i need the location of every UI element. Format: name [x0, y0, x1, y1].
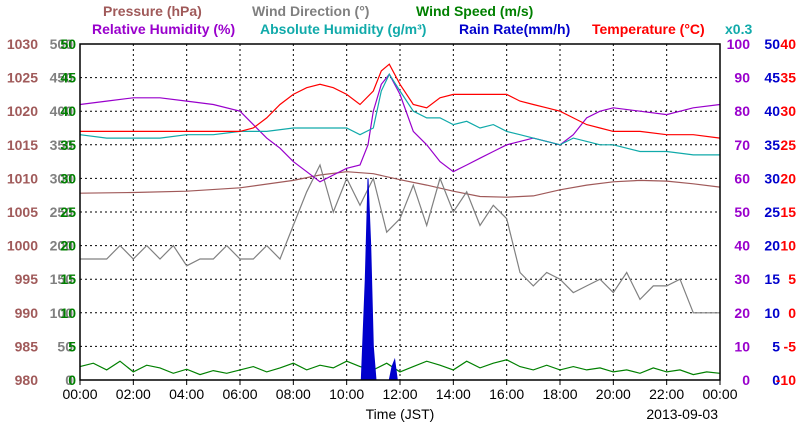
- y-tick-label: 400: [50, 103, 74, 119]
- y-tick-label: 70: [734, 137, 750, 153]
- y-tick-label: 0: [742, 372, 750, 388]
- y-tick-label: 15: [60, 271, 76, 287]
- y-tick-label: 0: [772, 372, 780, 388]
- y-axes: 9809859909951000100510101015102010251030…: [7, 36, 796, 388]
- y-tick-label: 250: [50, 204, 74, 220]
- y-tick-label: -10: [776, 372, 796, 388]
- y-tick-label: 50: [57, 338, 73, 354]
- series-temperature-c: [80, 63, 721, 139]
- series-relative-humidity: [79, 73, 721, 183]
- y-tick-label: 40: [764, 103, 780, 119]
- series-pressure-hpa: [79, 171, 721, 198]
- y-tick-label: 0: [68, 372, 76, 388]
- y-tick-label: 0: [65, 372, 73, 388]
- y-tick-label: 35: [780, 70, 796, 86]
- y-tick-label: 5: [788, 271, 796, 287]
- y-tick-label: 990: [15, 305, 39, 321]
- x-tick-label: 02:00: [116, 386, 151, 402]
- grid: [80, 44, 720, 380]
- y-tick-label: 300: [50, 170, 74, 186]
- x-axis-label: Time (JST): [366, 406, 435, 422]
- legend-relative-humidity: Relative Humidity (%): [92, 21, 235, 37]
- y-tick-label: -5: [784, 338, 797, 354]
- y-tick-label: 20: [764, 238, 780, 254]
- y-tick-label: 10: [734, 338, 750, 354]
- y-tick-label: 50: [60, 36, 76, 52]
- y-tick-label: 200: [50, 238, 74, 254]
- y-tick-label: 1010: [7, 170, 38, 186]
- series-wind-speed-m-s: [79, 359, 721, 376]
- y-tick-label: 980: [15, 372, 39, 388]
- y-tick-label: 1000: [7, 238, 38, 254]
- y-tick-label: 450: [50, 70, 74, 86]
- y-tick-label: 5: [68, 338, 76, 354]
- x-tick-label: 14:00: [436, 386, 471, 402]
- y-tick-label: 5: [772, 338, 780, 354]
- y-tick-label: 0: [788, 305, 796, 321]
- y-tick-label: 30: [734, 271, 750, 287]
- y-tick-label: 35: [60, 137, 76, 153]
- y-tick-label: 30: [60, 170, 76, 186]
- y-tick-label: 100: [50, 305, 74, 321]
- y-tick-label: 25: [764, 204, 780, 220]
- y-tick-label: 1030: [7, 36, 38, 52]
- y-tick-label: 45: [764, 70, 780, 86]
- y-tick-label: 985: [15, 338, 39, 354]
- y-tick-label: 15: [764, 271, 780, 287]
- y-tick-label: 350: [50, 137, 74, 153]
- x-tick-label: 20:00: [596, 386, 631, 402]
- y-tick-label: 25: [60, 204, 76, 220]
- series-wind-direction: [80, 163, 720, 314]
- y-tick-label: 1025: [7, 70, 38, 86]
- multiplier-note: x0.3: [725, 21, 752, 37]
- y-tick-label: 40: [780, 36, 796, 52]
- y-tick-label: 40: [60, 103, 76, 119]
- y-tick-label: 500: [50, 36, 74, 52]
- x-axis: 00:00 02:00 04:00 06:00 08:00 10:00 12:00 14:00…: [62, 380, 738, 402]
- x-tick-label: 00:00: [62, 386, 97, 402]
- legend-wind-speed: Wind Speed (m/s): [416, 3, 533, 19]
- x-tick-label: 10:00: [329, 386, 364, 402]
- y-tick-label: 35: [764, 137, 780, 153]
- y-tick-label: 60: [734, 170, 750, 186]
- y-tick-label: 25: [780, 137, 796, 153]
- date-label: 2013-09-03: [646, 406, 718, 422]
- y-tick-label: 1005: [7, 204, 38, 220]
- x-tick-label: 06:00: [222, 386, 257, 402]
- y-tick-label: 20: [780, 170, 796, 186]
- x-tick-label: 00:00: [702, 386, 737, 402]
- y-tick-label: 30: [780, 103, 796, 119]
- y-tick-label: 150: [50, 271, 74, 287]
- y-tick-label: 90: [734, 70, 750, 86]
- y-tick-label: 50: [734, 204, 750, 220]
- y-tick-label: 1020: [7, 103, 38, 119]
- legend-absolute-humidity: Absolute Humidity (g/m³): [260, 21, 426, 37]
- x-tick-label: 08:00: [276, 386, 311, 402]
- y-tick-label: 100: [727, 36, 751, 52]
- legend-wind-direction: Wind Direction (°): [252, 3, 369, 19]
- legend-rain-rate: Rain Rate(mm/h): [459, 21, 570, 37]
- y-tick-label: 40: [734, 238, 750, 254]
- y-tick-label: 10: [764, 305, 780, 321]
- y-tick-label: 1015: [7, 137, 38, 153]
- y-tick-label: 20: [60, 238, 76, 254]
- y-tick-label: 10: [60, 305, 76, 321]
- x-tick-label: 16:00: [489, 386, 524, 402]
- y-tick-label: 45: [60, 70, 76, 86]
- x-tick-label: 04:00: [169, 386, 204, 402]
- legend-temperature: Temperature (°C): [592, 21, 705, 37]
- y-tick-label: 50: [764, 36, 780, 52]
- y-tick-label: 30: [764, 170, 780, 186]
- x-tick-label: 12:00: [382, 386, 417, 402]
- x-tick-label: 18:00: [542, 386, 577, 402]
- y-tick-label: 10: [780, 238, 796, 254]
- y-tick-label: 20: [734, 305, 750, 321]
- y-tick-label: 995: [15, 271, 39, 287]
- y-tick-label: 80: [734, 103, 750, 119]
- y-tick-label: 15: [780, 204, 796, 220]
- legend-pressure: Pressure (hPa): [103, 3, 202, 19]
- x-tick-label: 22:00: [649, 386, 684, 402]
